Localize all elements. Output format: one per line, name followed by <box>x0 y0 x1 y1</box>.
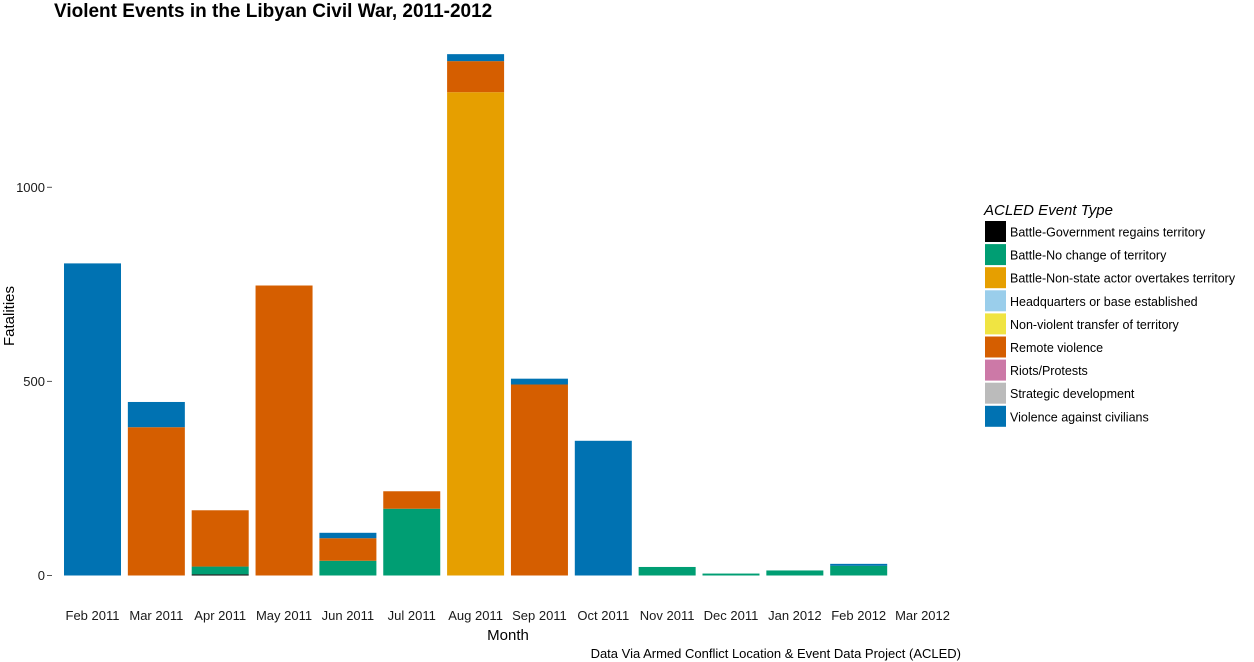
bar-segment <box>447 92 505 576</box>
bar-segment <box>702 573 760 576</box>
y-axis: 0 500 1000 <box>16 180 52 583</box>
bar-segment <box>574 440 632 576</box>
legend-label: Non-violent transfer of territory <box>1010 318 1180 332</box>
legend-swatch <box>985 221 1006 242</box>
x-tick-label: Dec 2011 <box>704 608 759 623</box>
legend-label: Remote violence <box>1010 341 1103 355</box>
legend-swatch <box>985 290 1006 312</box>
legend-title: ACLED Event Type <box>983 202 1113 219</box>
legend-label: Violence against civilians <box>1010 410 1149 424</box>
x-tick-label: Feb 2012 <box>831 608 886 623</box>
bar-segment <box>510 384 568 576</box>
y-tick-label: 500 <box>23 374 45 389</box>
legend-swatch <box>985 267 1006 289</box>
bar-segment <box>830 563 888 566</box>
x-axis: Feb 2011 Mar 2011 Apr 2011 May 2011 Jun 2011… <box>66 608 950 623</box>
caption: Data Via Armed Conflict Location & Event… <box>591 646 961 661</box>
legend-swatch <box>985 405 1006 427</box>
x-tick-label: Aug 2011 <box>448 608 503 623</box>
plot-area <box>64 54 888 576</box>
legend-swatch <box>985 359 1006 381</box>
x-axis-title: Month <box>487 627 529 644</box>
y-tick-label: 0 <box>38 568 45 583</box>
bar-segment <box>191 510 249 567</box>
bar-segment <box>510 378 568 385</box>
x-tick-label: Jan 2012 <box>768 608 822 623</box>
bar-segment <box>127 401 185 428</box>
bar-segment <box>64 263 121 576</box>
legend-swatch <box>985 244 1006 266</box>
legend-swatch <box>985 313 1006 335</box>
x-tick-label: Apr 2011 <box>194 608 246 623</box>
x-tick-label: May 2011 <box>256 608 312 623</box>
bar-segment <box>127 427 185 576</box>
legend-label: Strategic development <box>1010 387 1135 401</box>
legend-label: Battle-No change of territory <box>1010 249 1167 263</box>
legend-label: Headquarters or base established <box>1010 295 1198 309</box>
legend-swatch <box>985 336 1006 358</box>
x-tick-label: Mar 2012 <box>895 608 950 623</box>
x-tick-label: Mar 2011 <box>129 608 183 623</box>
bar-segment <box>319 538 377 561</box>
y-axis-title: Fatalities <box>1 286 18 346</box>
x-tick-label: Jul 2011 <box>388 608 436 623</box>
x-tick-label: Feb 2011 <box>66 608 120 623</box>
y-tick-label: 1000 <box>16 180 45 195</box>
legend-label: Battle-Non-state actor overtakes territo… <box>1010 272 1236 286</box>
x-tick-label: Jun 2011 <box>322 608 375 623</box>
x-tick-label: Oct 2011 <box>577 608 629 623</box>
legend-label: Riots/Protests <box>1010 364 1088 378</box>
bar-segment <box>255 285 313 576</box>
legend: ACLED Event Type Battle-Government regai… <box>983 202 1236 427</box>
bar-segment <box>766 570 824 576</box>
bar-segment <box>830 565 888 576</box>
bar-segment <box>383 508 441 576</box>
bar-segment <box>319 560 377 576</box>
bar-segment <box>383 491 441 509</box>
bar-segment <box>319 532 377 539</box>
chart-title: Violent Events in the Libyan Civil War, … <box>54 1 492 22</box>
bar-segment <box>638 566 696 576</box>
legend-label: Battle-Government regains territory <box>1010 226 1206 240</box>
bar-segment <box>447 54 505 62</box>
bar-segment <box>447 61 505 93</box>
legend-swatch <box>985 382 1006 404</box>
x-tick-label: Nov 2011 <box>640 608 695 623</box>
x-tick-label: Sep 2011 <box>512 608 567 623</box>
bar-segment <box>191 574 249 576</box>
bar-segment <box>191 566 249 575</box>
